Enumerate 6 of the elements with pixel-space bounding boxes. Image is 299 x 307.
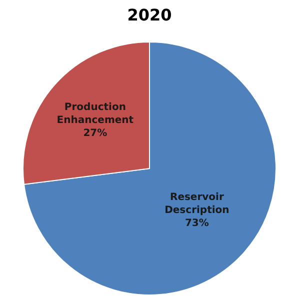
chart-title: 2020 [127,5,172,24]
data-label: 27% [83,128,108,140]
data-label: 73% [184,218,209,229]
slice-label: Reservoir Description [164,192,230,216]
pie-slice [23,42,276,296]
slice-label: Production Enhancement [56,102,134,126]
